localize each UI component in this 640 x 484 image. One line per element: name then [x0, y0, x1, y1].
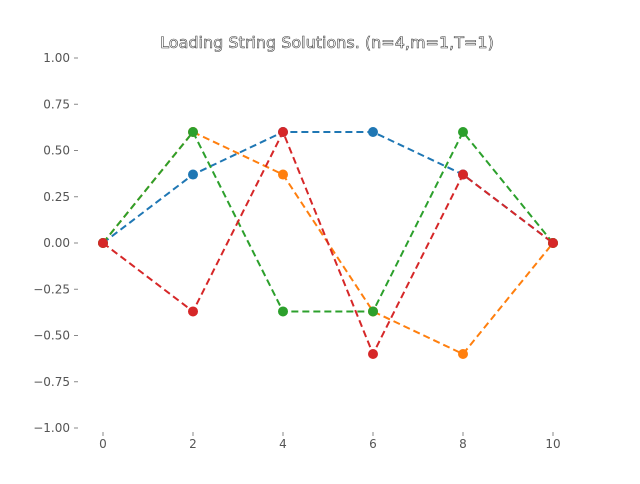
series-line	[102, 130, 554, 313]
data-point	[188, 169, 198, 180]
data-point	[368, 349, 378, 359]
series-line	[102, 129, 554, 357]
data-point	[278, 306, 288, 317]
x-tick-label: 8	[459, 437, 467, 451]
y-tick-label: −1.00	[33, 421, 70, 435]
data-point	[188, 306, 198, 317]
series-3	[98, 127, 558, 317]
data-point	[458, 349, 468, 359]
x-tick-label: 6	[369, 437, 377, 451]
data-point	[458, 127, 468, 137]
y-tick-label: 0.00	[43, 236, 70, 250]
data-point	[368, 306, 378, 317]
y-tick-label: 0.50	[43, 144, 70, 158]
data-point	[548, 238, 558, 248]
y-tick-label: −0.75	[33, 375, 70, 389]
x-tick-label: 10	[545, 437, 560, 451]
series-4	[98, 127, 558, 359]
y-tick-label: 0.75	[43, 97, 70, 111]
series-layer	[98, 127, 558, 359]
chart-title: Loading String Solutions. (n=4,m=1,T=1)	[160, 33, 494, 52]
data-point	[278, 127, 288, 137]
y-tick-label: 0.25	[43, 190, 70, 204]
x-tick-label: 4	[279, 437, 287, 451]
axes: 1.00 0.75 0.50 0.25 0.00 −0.25 −0.50 −0.75 −1.00…	[33, 51, 560, 451]
y-tick-label: 1.00	[43, 51, 70, 65]
data-point	[458, 169, 468, 180]
y-tick-label: −0.25	[33, 282, 70, 296]
y-tick-label: −0.50	[33, 329, 70, 343]
data-point	[188, 127, 198, 137]
series-1	[98, 127, 558, 248]
series-line	[102, 131, 554, 244]
x-tick-label: 2	[189, 437, 197, 451]
data-point	[98, 238, 108, 248]
data-point	[278, 169, 288, 180]
x-tick-label: 0	[99, 437, 107, 451]
data-point	[368, 127, 378, 137]
